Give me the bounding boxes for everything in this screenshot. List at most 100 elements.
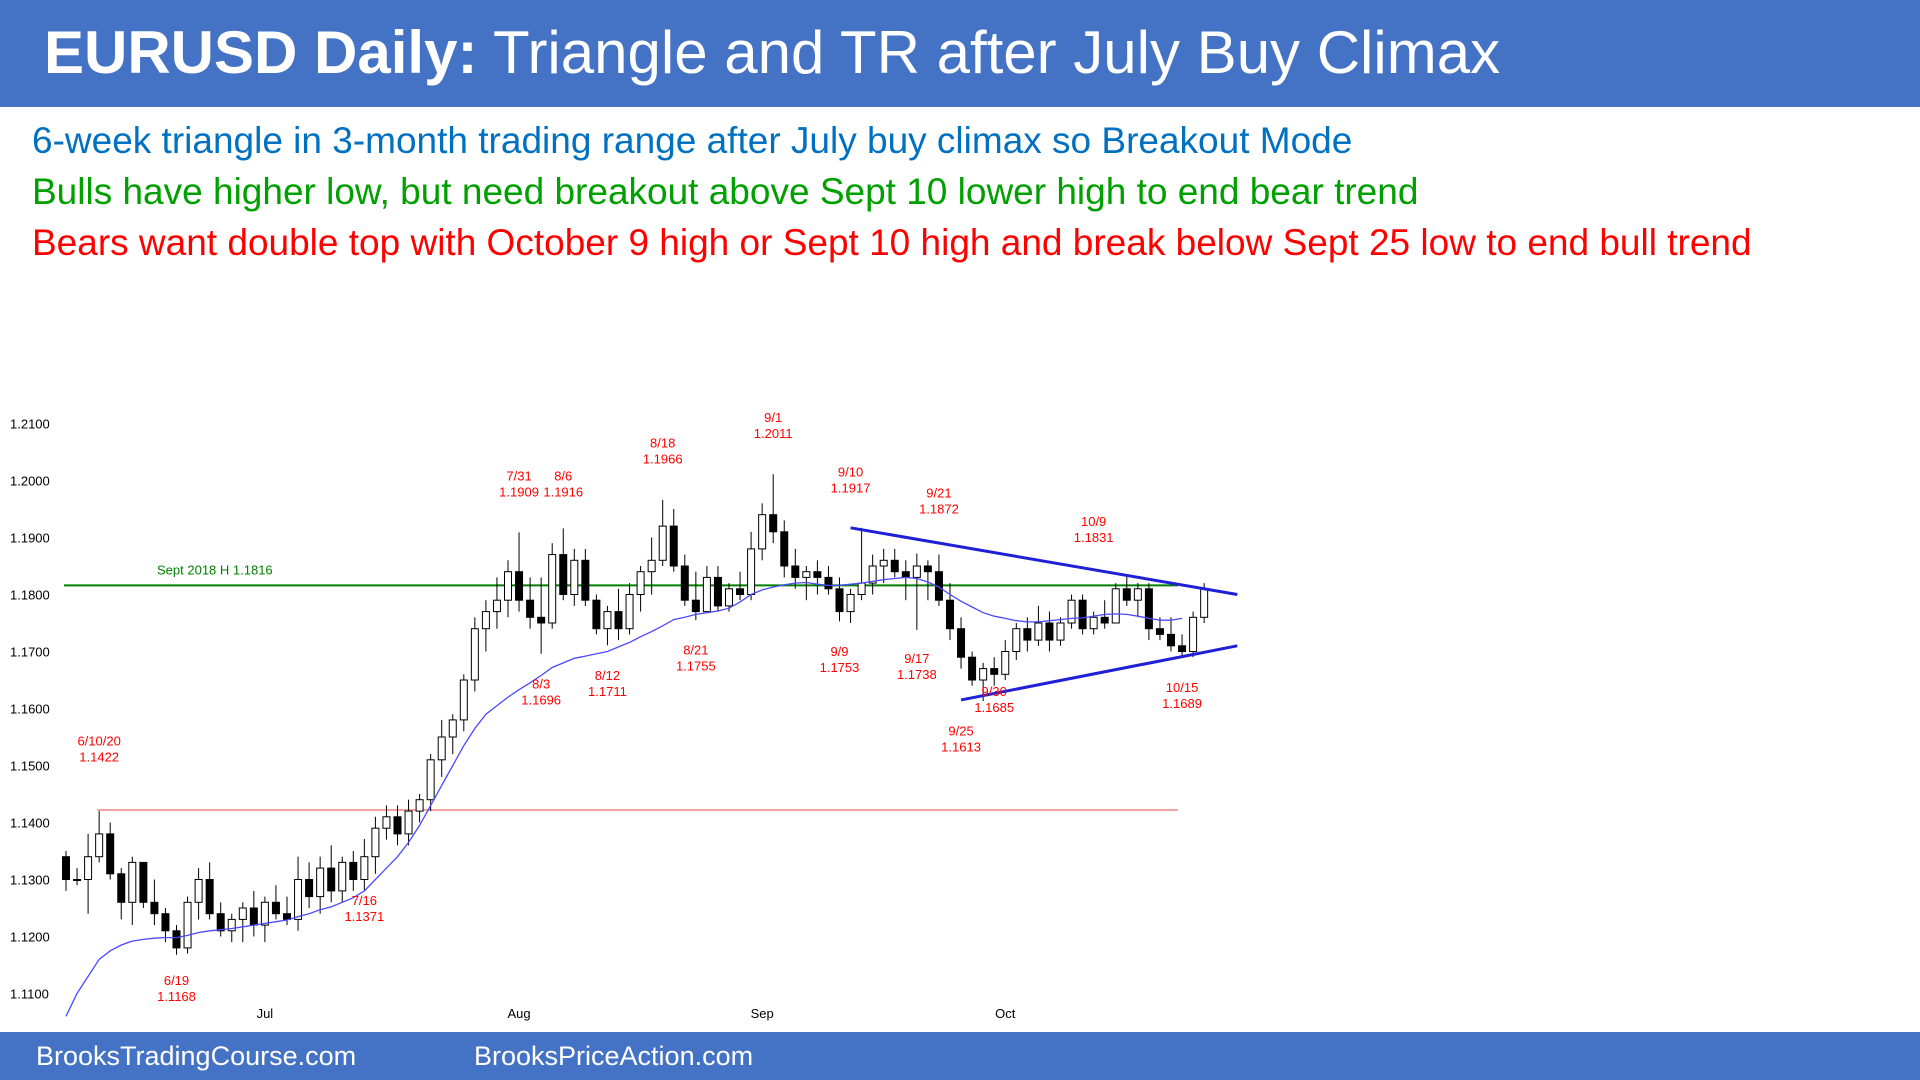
candle xyxy=(360,839,369,891)
candle xyxy=(73,868,82,886)
candle xyxy=(1089,611,1098,635)
candle xyxy=(537,577,546,654)
bear-candle-body xyxy=(150,901,159,915)
candle xyxy=(327,845,336,903)
candle xyxy=(106,822,115,880)
candle xyxy=(559,528,568,601)
bull-candle-body xyxy=(1200,588,1209,618)
candle xyxy=(382,805,391,840)
candle xyxy=(680,554,689,606)
candle xyxy=(548,543,557,629)
triangle-trendline xyxy=(850,526,1238,596)
bull-candle-body xyxy=(73,879,82,881)
bull-candle-body xyxy=(84,856,93,881)
bear-candle-body xyxy=(1100,616,1109,624)
y-tick-label: 1.1100 xyxy=(10,987,49,1002)
bear-candle-body xyxy=(249,907,258,926)
bear-candle-body xyxy=(106,833,115,875)
bull-candle-body xyxy=(846,594,855,613)
bear-candle-body xyxy=(968,656,977,681)
bull-candle-body xyxy=(338,861,347,892)
bear-candle-body xyxy=(713,576,722,607)
annotation-price: 1.1168 xyxy=(157,989,196,1004)
candle xyxy=(1012,623,1021,661)
bull-candle-body xyxy=(912,565,921,578)
candle xyxy=(1122,576,1131,606)
annotation-date: 9/17 xyxy=(904,651,929,666)
bull-candle-body xyxy=(194,879,203,903)
bear-candle-body xyxy=(1122,588,1131,601)
annotation-date: 7/31 xyxy=(506,469,531,484)
bear-candle-body xyxy=(824,576,833,590)
bull-candle-body xyxy=(426,759,435,801)
bull-candle-body xyxy=(658,525,667,561)
candle xyxy=(968,651,977,686)
candle xyxy=(890,548,899,578)
candle xyxy=(713,566,722,612)
annotation-price: 1.1909 xyxy=(499,485,539,500)
bear-candle-body xyxy=(592,599,601,630)
candle xyxy=(1178,634,1187,658)
bear-candle-body xyxy=(205,879,214,915)
bear-candle-body xyxy=(791,565,800,578)
bear-candle-body xyxy=(736,588,745,596)
candle xyxy=(437,719,446,777)
candle xyxy=(271,885,280,920)
bull-candle-body xyxy=(625,594,634,630)
candle xyxy=(868,554,877,595)
bear-candle-body xyxy=(946,599,954,630)
annotation-date: 7/16 xyxy=(352,893,377,908)
bear-candle-body xyxy=(327,867,336,892)
candle xyxy=(669,509,678,572)
annotation-price: 1.1916 xyxy=(543,485,583,500)
candle xyxy=(349,851,358,891)
bear-candle-body xyxy=(305,879,314,898)
subtitle-line-2: Bulls have higher low, but need breakout… xyxy=(32,171,1419,212)
bear-candle-body xyxy=(957,628,966,658)
y-tick-label: 1.1200 xyxy=(10,930,50,945)
bear-candle-body xyxy=(614,611,623,630)
x-tick-label: Sep xyxy=(751,1006,774,1021)
level-line-label: Sept 2018 H 1.1816 xyxy=(157,562,273,577)
bull-candle-body xyxy=(504,571,512,601)
bull-candle-body xyxy=(1012,628,1021,652)
candle xyxy=(780,520,789,578)
bear-candle-body xyxy=(780,531,789,567)
candle xyxy=(415,794,424,823)
bear-candle-body xyxy=(680,565,689,601)
bull-candle-body xyxy=(702,576,711,613)
page-title: EURUSD Daily: Triangle and TR after July… xyxy=(44,18,1500,87)
candle xyxy=(879,548,888,584)
annotation-date: 8/18 xyxy=(650,435,675,450)
candle xyxy=(769,474,778,544)
candle xyxy=(504,560,512,618)
footer-link-course[interactable]: BrooksTradingCourse.com xyxy=(36,1041,357,1071)
bull-candle-body xyxy=(1034,622,1043,641)
candle xyxy=(515,532,524,612)
bear-candle-body xyxy=(62,856,70,881)
annotation-price: 1.1711 xyxy=(588,684,627,699)
footer-bar: BrooksTradingCourse.com BrooksPriceActio… xyxy=(0,1032,1920,1080)
candle xyxy=(1023,617,1032,652)
ema-line xyxy=(65,576,1183,1017)
candle xyxy=(614,588,623,641)
annotation-date: 10/9 xyxy=(1081,514,1106,529)
bull-candle-body xyxy=(183,901,192,949)
bull-candle-body xyxy=(448,719,457,738)
candle xyxy=(857,527,866,601)
annotation-date: 8/21 xyxy=(683,642,708,657)
candle xyxy=(747,531,756,601)
annotation-price: 1.1613 xyxy=(941,739,981,754)
footer-link-priceaction[interactable]: BrooksPriceAction.com xyxy=(474,1041,754,1071)
bear-candle-body xyxy=(283,913,291,920)
annotation-price: 1.1696 xyxy=(521,693,561,708)
candle xyxy=(205,862,214,920)
bear-candle-body xyxy=(1144,588,1153,630)
candle xyxy=(150,879,159,926)
candle xyxy=(260,896,269,943)
bull-candle-body xyxy=(260,901,269,926)
candle xyxy=(117,868,126,920)
candle xyxy=(658,499,667,566)
bull-candle-body xyxy=(570,559,579,596)
bull-candle-body xyxy=(857,582,866,596)
